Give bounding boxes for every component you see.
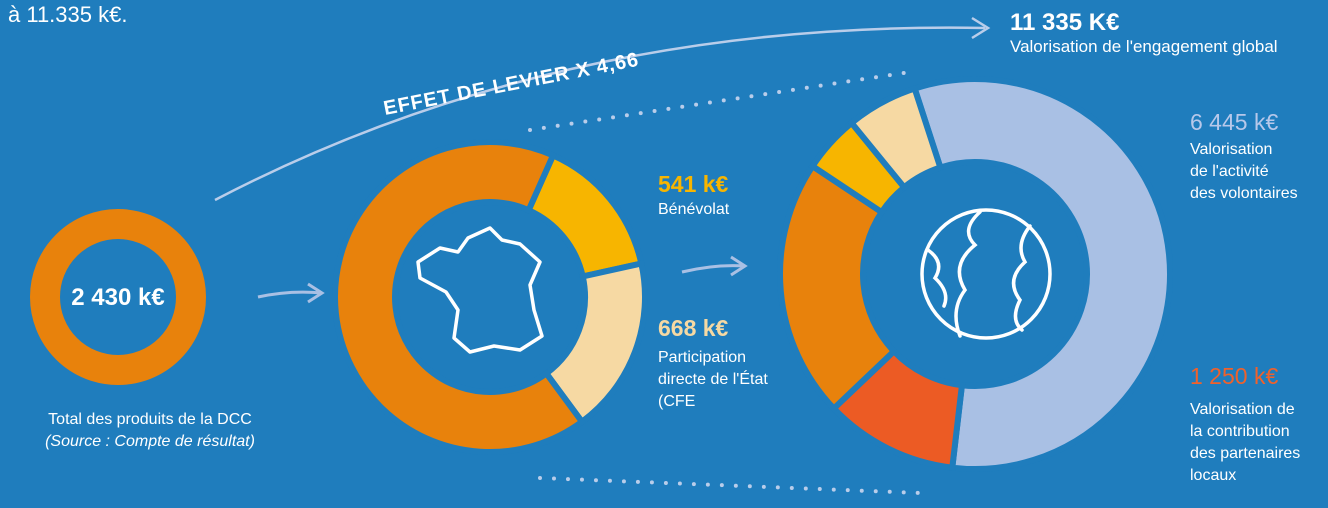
arrow bbox=[257, 282, 325, 304]
partenaires-line: des partenaires bbox=[1190, 445, 1300, 462]
france-map bbox=[416, 226, 544, 354]
total-caption: Total des produits de la DCC bbox=[48, 411, 252, 428]
leverage-curve bbox=[214, 26, 986, 202]
total-source: (Source : Compte de résultat) bbox=[45, 433, 255, 450]
partenaires-line: la contribution bbox=[1190, 423, 1290, 440]
global-label: 11 335 K€ bbox=[1010, 9, 1119, 36]
benevolat-label: 541 k€ bbox=[658, 171, 729, 197]
etat-line: Participation bbox=[658, 349, 746, 366]
intro: à 11.335 k€. bbox=[8, 2, 127, 27]
volontaires-label: 6 445 k€ bbox=[1190, 109, 1278, 135]
partenaires-line: Valorisation de bbox=[1190, 401, 1295, 418]
volontaires-line: de l'activité bbox=[1190, 163, 1269, 180]
etat-line: directe de l'État bbox=[658, 369, 768, 388]
global-caption: Valorisation de l'engagement global bbox=[1010, 37, 1278, 56]
partenaires-line: locaux bbox=[1190, 467, 1236, 484]
etat-label: 668 k€ bbox=[658, 315, 729, 341]
etat-line: (CFE bbox=[658, 393, 695, 410]
benevolat-line: Bénévolat bbox=[658, 201, 730, 218]
volontaires-line: des volontaires bbox=[1190, 185, 1298, 202]
volontaires-segment bbox=[910, 76, 1173, 472]
dotted-line bbox=[528, 70, 912, 132]
donuts bbox=[30, 76, 1173, 472]
globe-icon bbox=[920, 208, 1052, 340]
total-label: 2 430 k€ bbox=[71, 284, 164, 311]
total-ring bbox=[30, 209, 206, 385]
arrowhead bbox=[971, 16, 991, 40]
volontaires-line: Valorisation bbox=[1190, 141, 1272, 158]
partenaires-label: 1 250 k€ bbox=[1190, 363, 1278, 389]
arrow bbox=[681, 255, 748, 277]
etat-segment bbox=[847, 84, 945, 192]
total-segment bbox=[777, 162, 899, 413]
total-segment bbox=[332, 139, 587, 455]
